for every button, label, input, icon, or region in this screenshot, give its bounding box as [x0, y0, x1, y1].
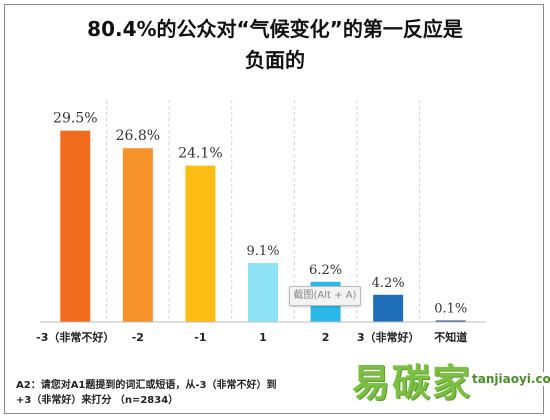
bar — [373, 294, 404, 322]
value-label: 9.1% — [246, 244, 279, 259]
chart-title-line2: 负面的 — [245, 48, 305, 72]
footnote: A2：请您对A1题提到的词汇或短语，从-3（非常不好）到 +3（非常好）来打分 … — [16, 378, 277, 408]
bar — [248, 262, 278, 322]
bar — [60, 130, 91, 322]
bar — [122, 148, 153, 322]
category-label: 2 — [322, 331, 330, 344]
category-label: 3（非常好） — [357, 330, 420, 344]
value-label: 6.2% — [309, 263, 342, 278]
footnote-line1: A2：请您对A1题提到的词汇或短语，从-3（非常不好）到 — [16, 380, 277, 391]
chart-title-line1: 80.4%的公众对“气候变化”的第一反应是 — [87, 17, 463, 41]
watermark-cn: 易碳家 — [352, 361, 473, 405]
category-label: 1 — [259, 331, 267, 344]
chart-title: 80.4%的公众对“气候变化”的第一反应是 负面的 — [0, 14, 550, 76]
watermark-en: tanjiaoyi.com — [470, 372, 550, 386]
value-label: 29.5% — [53, 111, 97, 127]
chart-frame — [4, 4, 544, 414]
category-label: 不知道 — [434, 330, 467, 344]
bars-group — [60, 130, 466, 322]
watermark-logo: 易碳家 tanjiaoyi.com — [352, 352, 550, 412]
category-label: -1 — [194, 331, 206, 344]
dashed-gridlines — [106, 100, 420, 322]
value-label: 0.1% — [434, 302, 467, 317]
category-label: -3（非常不好） — [36, 330, 114, 344]
value-labels-group: 29.5% 26.8% 24.1% 9.1% 6.2% 4.2% 0.1% — [53, 111, 467, 317]
screenshot-tooltip: 截图(Alt + A) — [289, 286, 361, 306]
value-label: 4.2% — [372, 276, 405, 291]
value-label: 24.1% — [178, 146, 222, 162]
bar — [185, 165, 216, 322]
value-label: 26.8% — [116, 128, 160, 144]
footnote-line2: +3（非常好）来打分 （n=2834） — [16, 395, 179, 406]
category-label: -2 — [132, 331, 144, 344]
category-labels-group: -3（非常不好） -2 -1 1 2 3（非常好） 不知道 — [36, 330, 467, 344]
bar — [435, 320, 466, 322]
